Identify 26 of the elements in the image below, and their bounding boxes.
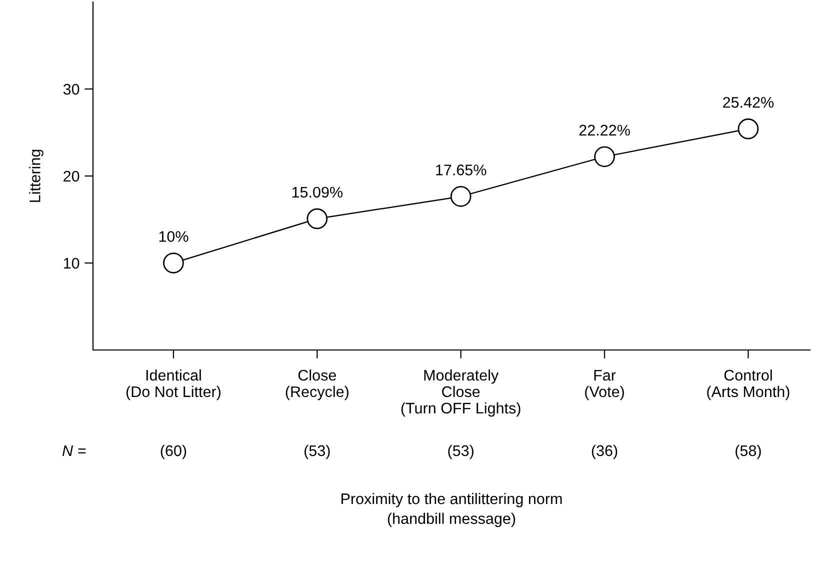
y-tick-label: 10 [64, 258, 80, 269]
point [306, 208, 328, 230]
x-tick-label: Moderately Close (Turn OFF Lights) [401, 369, 520, 417]
text: (58) [736, 444, 761, 460]
point [594, 146, 615, 168]
text: N = [62, 445, 86, 456]
text: (53) [304, 444, 330, 460]
x-tick-label: Identical (Do Not Litter) [126, 369, 220, 400]
x-tick-label: Control (Arts Month) [707, 369, 790, 400]
x-tick-label: Far (Vote) [585, 370, 624, 400]
data-label: 15.09% [292, 186, 343, 198]
text: (53) [448, 444, 474, 460]
data-label: 25.42% [723, 96, 774, 108]
point [738, 118, 759, 140]
x-tick-label: Close (Recycle) [286, 369, 348, 400]
data-label: 22.22% [579, 124, 630, 136]
y-tick-label: 20 [64, 170, 80, 182]
text: (36) [592, 444, 618, 460]
data-label: 17.65% [436, 164, 486, 176]
point [450, 186, 472, 207]
text: (60) [160, 444, 186, 460]
y-tick-label: 30 [63, 84, 80, 95]
data-label: 10% [159, 231, 188, 242]
point [163, 252, 184, 274]
x-axis-title: Proximity to the antilittering norm (handbill message) [342, 492, 562, 528]
y-axis-title: Littering [29, 150, 44, 202]
